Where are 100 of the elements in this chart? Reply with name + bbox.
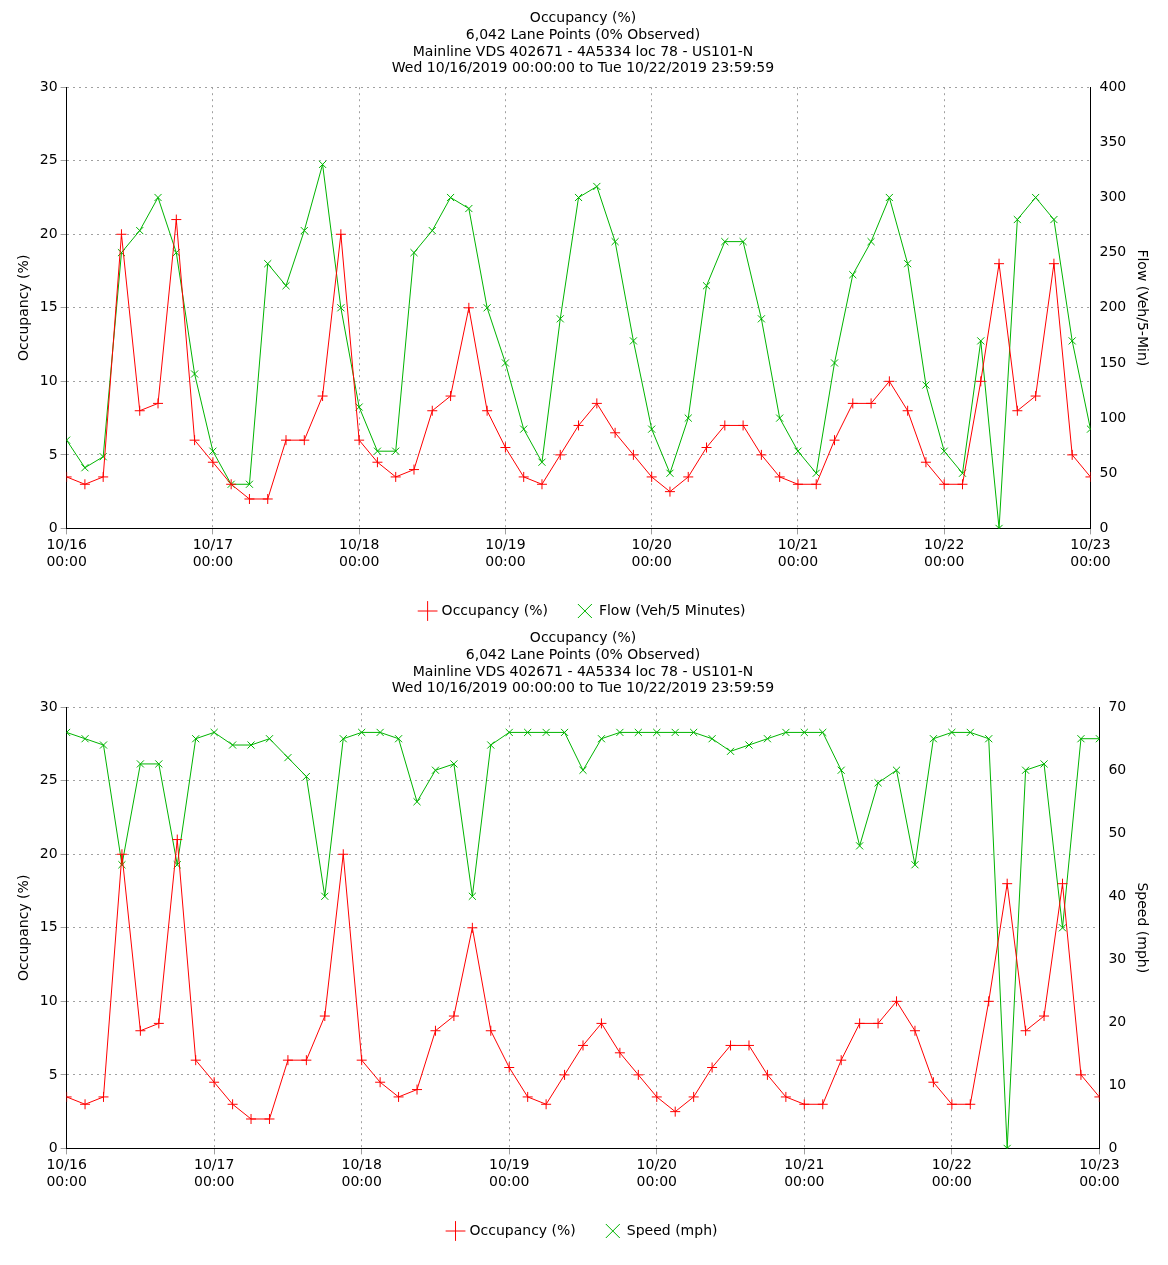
point — [135, 226, 144, 235]
point — [1058, 923, 1067, 932]
point — [154, 759, 163, 768]
x-tick-label: 10/19 00:00 — [489, 1156, 530, 1190]
point — [689, 728, 698, 737]
point — [171, 834, 183, 846]
point — [265, 734, 274, 743]
y-tick-label: 20 — [39, 844, 58, 861]
point — [394, 734, 403, 743]
point — [1020, 1025, 1032, 1037]
point — [540, 1098, 552, 1110]
point — [337, 848, 349, 860]
point — [81, 734, 90, 743]
point — [615, 728, 624, 737]
point — [412, 797, 422, 806]
point — [298, 434, 310, 446]
point — [761, 1069, 773, 1081]
point — [669, 1106, 681, 1118]
y2-tick-label: 350 — [1099, 132, 1127, 149]
y-tick-label: 30 — [39, 697, 58, 714]
point — [647, 425, 656, 434]
point — [848, 270, 857, 279]
point — [335, 228, 347, 240]
legend-label: Speed (mph) — [626, 1221, 718, 1238]
point — [737, 419, 749, 431]
point — [207, 456, 219, 468]
point — [929, 734, 938, 743]
point — [336, 303, 345, 312]
point — [627, 449, 639, 461]
point — [300, 226, 309, 235]
x-tick-label: 10/19 00:00 — [485, 536, 526, 570]
point — [134, 1025, 146, 1037]
point — [371, 456, 383, 468]
point — [282, 1054, 294, 1066]
point — [281, 281, 291, 290]
point — [708, 734, 717, 743]
point — [958, 469, 967, 478]
y2-tick-label: 70 — [1108, 697, 1127, 714]
point — [501, 358, 510, 367]
point — [189, 434, 201, 446]
point — [867, 237, 876, 246]
point — [1057, 878, 1068, 890]
y2-tick-label: 10 — [1108, 1076, 1127, 1093]
point — [208, 447, 217, 456]
point — [518, 471, 530, 483]
y-tick-label: 0 — [48, 519, 58, 536]
y2-tick-label: 400 — [1099, 77, 1127, 94]
y2-tick-label: 50 — [1108, 823, 1127, 840]
point — [243, 493, 255, 505]
point — [374, 1076, 386, 1088]
point — [170, 214, 182, 226]
point — [431, 766, 440, 775]
point — [446, 193, 455, 202]
y-tick-label: 25 — [39, 771, 58, 788]
x-tick-label: 10/23 00:00 — [1070, 536, 1111, 570]
y2-tick-label: 40 — [1108, 886, 1127, 903]
point — [154, 193, 163, 202]
point — [408, 464, 420, 476]
point — [865, 397, 877, 409]
point — [763, 734, 772, 743]
point — [940, 447, 949, 456]
x-tick-label: 10/18 00:00 — [338, 536, 380, 570]
point — [947, 728, 956, 737]
point — [300, 1054, 312, 1066]
point — [190, 1054, 202, 1066]
point — [984, 734, 993, 743]
point — [283, 753, 292, 762]
point — [706, 1062, 718, 1074]
x-tick-label: 10/16 00:00 — [46, 1156, 87, 1190]
point — [830, 358, 839, 367]
point — [835, 1054, 847, 1066]
y2-tick-label: 60 — [1108, 760, 1127, 777]
point — [117, 248, 126, 257]
point — [373, 447, 382, 456]
point — [99, 740, 108, 750]
y-tick-label: 25 — [39, 151, 58, 168]
point — [536, 478, 548, 490]
point — [97, 471, 109, 483]
point — [191, 734, 200, 743]
point — [505, 728, 514, 737]
point — [208, 1076, 220, 1088]
point — [80, 463, 89, 472]
chart-title: Occupancy (%) — [529, 629, 637, 646]
point — [448, 1010, 460, 1022]
point — [117, 860, 126, 869]
point — [1048, 258, 1060, 270]
point — [983, 995, 995, 1007]
point — [519, 425, 528, 434]
point — [847, 397, 859, 409]
point — [921, 380, 930, 390]
point — [646, 471, 658, 483]
x-tick-label: 10/20 00:00 — [631, 536, 672, 570]
point — [1011, 405, 1023, 417]
point — [829, 434, 841, 446]
x-tick-label: 10/18 00:00 — [341, 1156, 382, 1190]
chart-subtitle: 6,042 Lane Points (0% Observed) Mainline VDS 402671 - 4A5334 loc 78 - US101-N Wed 10/16/2019 00:00:00 to Tue 10/22/2019 23:59:59 — [391, 645, 775, 696]
point — [302, 772, 311, 781]
point — [317, 390, 329, 402]
y2-tick-label: 20 — [1108, 1012, 1127, 1029]
point — [902, 405, 914, 417]
